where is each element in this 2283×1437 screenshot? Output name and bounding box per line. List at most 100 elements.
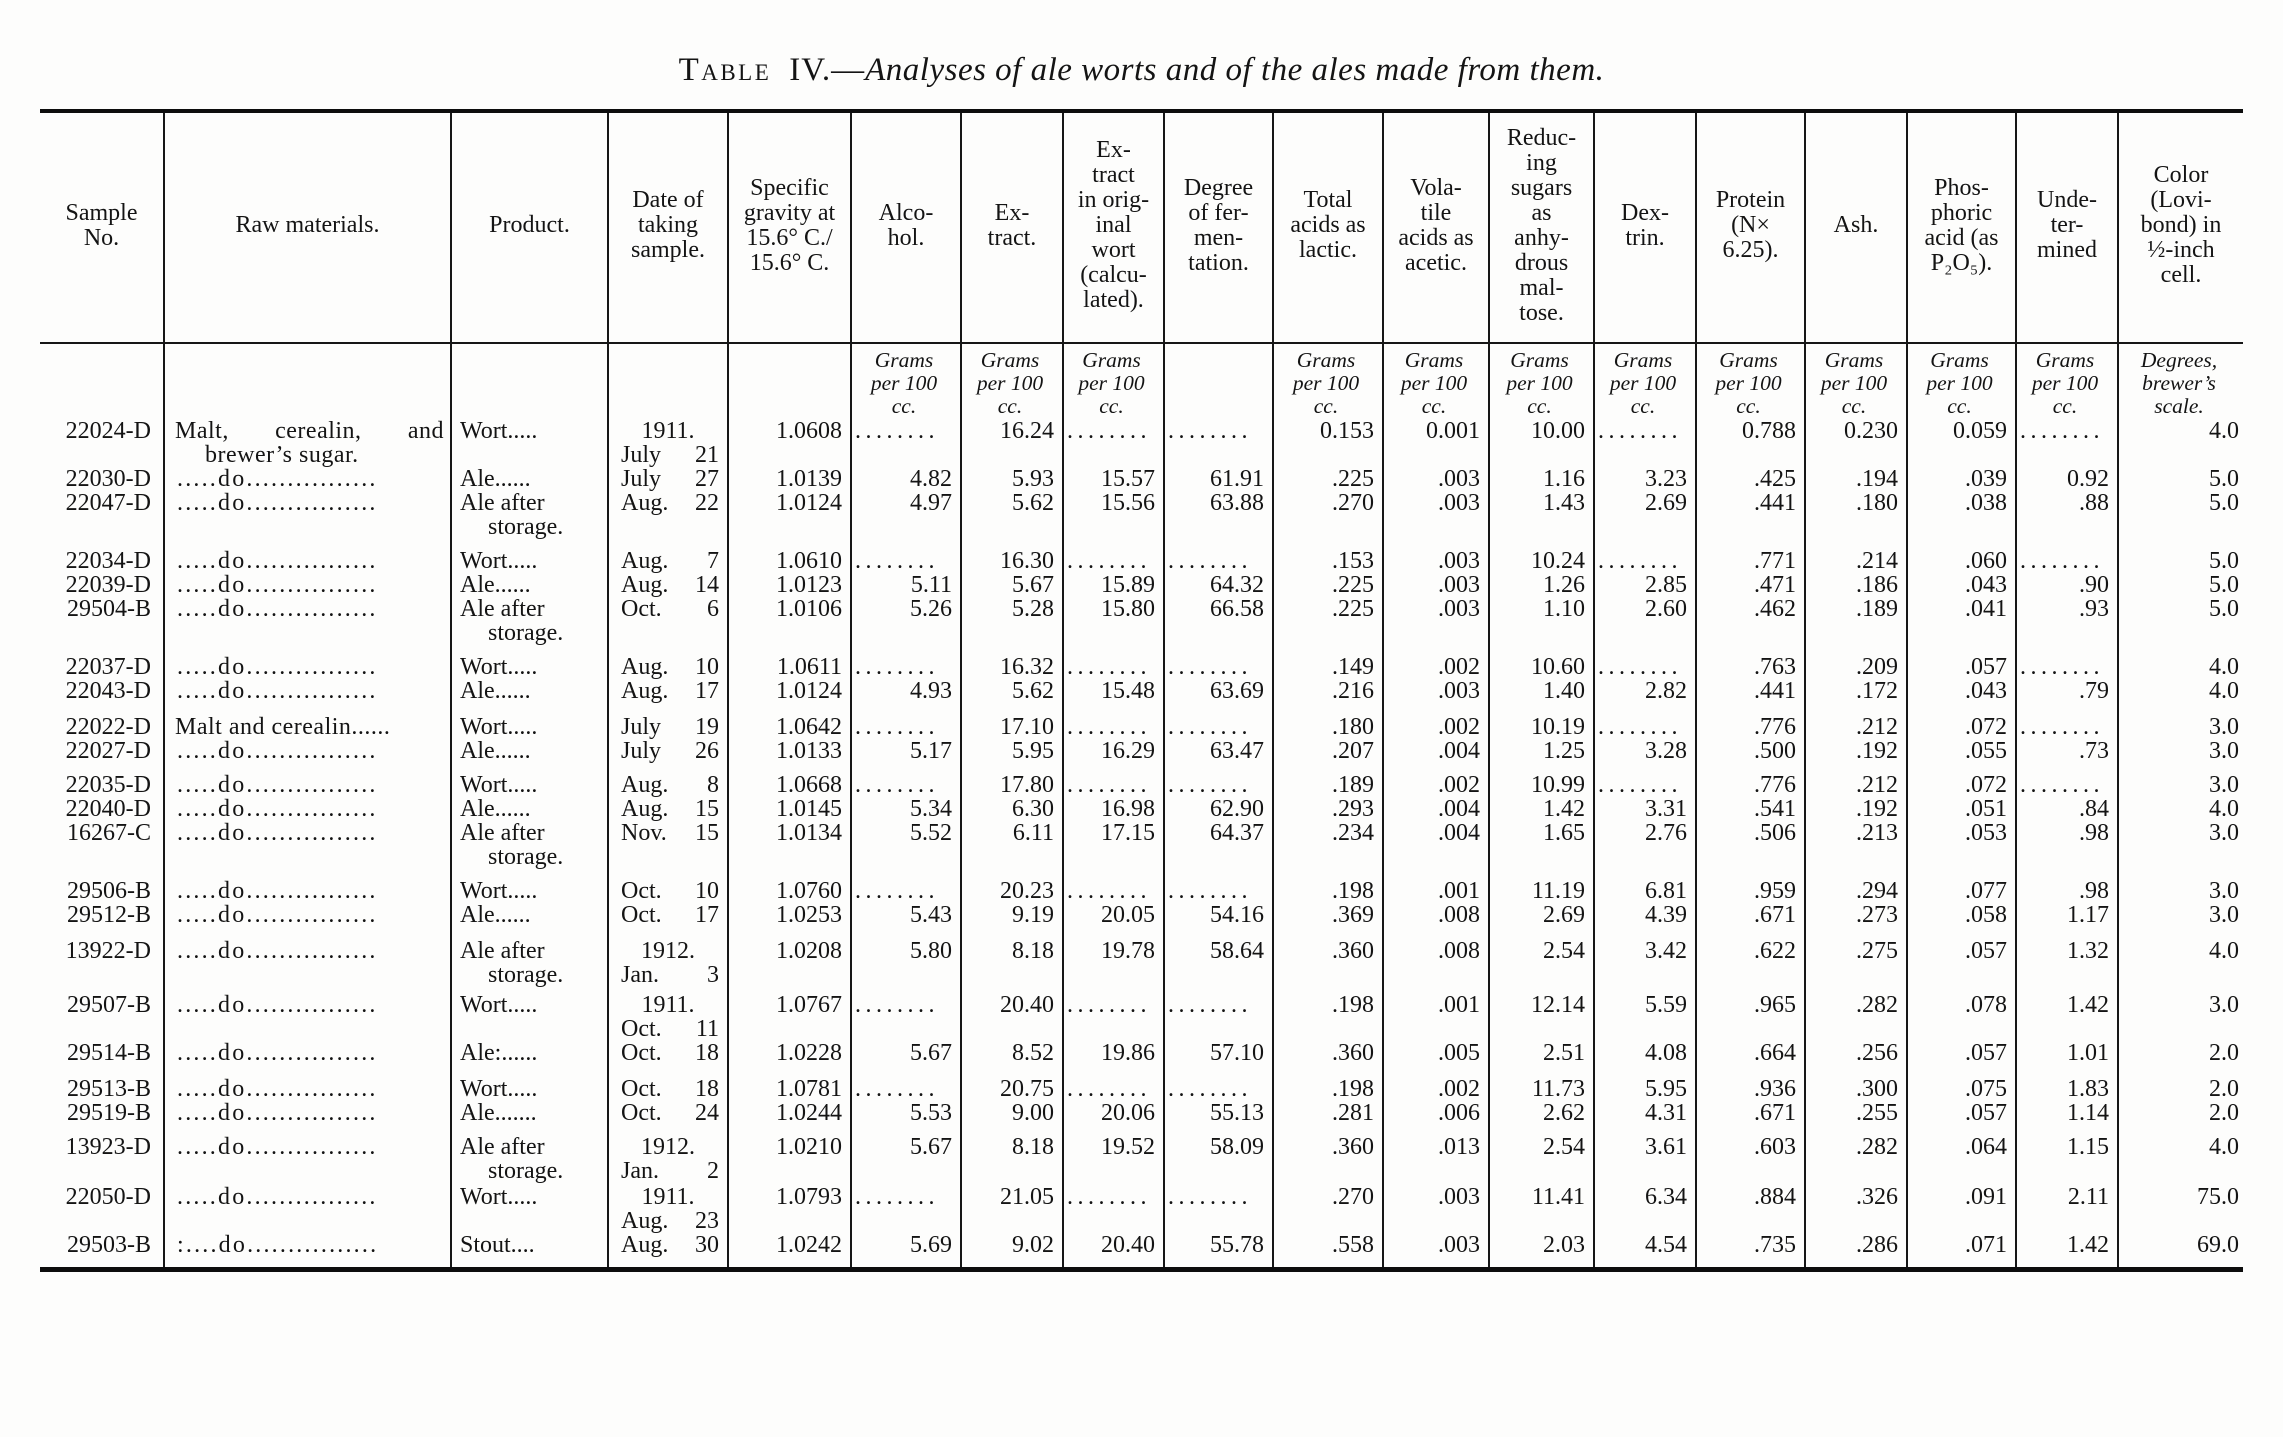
spacer-cell <box>851 927 962 939</box>
spacer-cell <box>728 927 852 939</box>
phosphoric-acid-cell: .091 <box>1907 1185 2017 1233</box>
extract-original-wort-cell: 15.80 <box>1063 597 1165 645</box>
degree-fermentation-cell: ........ <box>1164 993 1274 1041</box>
spacer-cell <box>608 987 729 993</box>
spacer-cell <box>1063 1125 1165 1135</box>
raw-materials-cell: .....do................ <box>164 939 452 987</box>
volatile-acids-acetic-cell: .002 <box>1383 1077 1490 1101</box>
unit-extract-original-wort-cell: Grams per 100 cc. <box>1063 343 1165 419</box>
product-cell: Wort..... <box>451 1077 609 1101</box>
undetermined-cell: 1.42 <box>2016 1233 2119 1257</box>
reducing-sugars-cell: 2.62 <box>1489 1101 1595 1125</box>
volatile-acids-acetic-cell: .003 <box>1383 491 1490 539</box>
spacer-cell <box>1805 645 1908 655</box>
spacer-cell <box>2016 987 2119 993</box>
specific-gravity-cell: 1.0781 <box>728 1077 852 1101</box>
extract-original-wort-cell: ........ <box>1063 993 1165 1041</box>
extract-original-wort-cell: ........ <box>1063 549 1165 573</box>
phosphoric-acid-cell: .060 <box>1907 549 2017 573</box>
spacer-cell <box>1273 763 1384 773</box>
volatile-acids-acetic-cell: .003 <box>1383 679 1490 703</box>
spacer-cell <box>1696 763 1806 773</box>
unit-extract-cell: Grams per 100 cc. <box>961 343 1064 419</box>
spacer-cell <box>1063 927 1165 939</box>
table-row: 29503-B:....do................ Stout.... A… <box>40 1233 2243 1257</box>
date-day: 3 <box>707 962 719 987</box>
alcohol-cell: ........ <box>851 1185 962 1233</box>
product-cell: Ale:...... <box>451 1041 609 1065</box>
alcohol-cell: ........ <box>851 879 962 903</box>
ash-cell: .212 <box>1805 773 1908 797</box>
degree-fermentation-cell: ........ <box>1164 655 1274 679</box>
spacer-cell <box>608 1257 729 1267</box>
spacer-cell <box>608 1183 729 1185</box>
volatile-acids-acetic-cell: .008 <box>1383 939 1490 987</box>
year-label: 1912. <box>641 1135 695 1160</box>
phosphoric-acid-cell: .057 <box>1907 939 2017 987</box>
col-header-ash: Ash. <box>1805 113 1908 344</box>
spacer-cell <box>2118 1065 2243 1077</box>
extract-original-wort-cell: 17.15 <box>1063 821 1165 869</box>
spacer-cell <box>451 703 609 715</box>
specific-gravity-cell: 1.0760 <box>728 879 852 903</box>
color-lovibond-cell: 3.0 <box>2209 993 2239 1018</box>
alcohol-cell: ........ <box>851 549 962 573</box>
group-gap <box>40 927 2243 939</box>
product-cell: Ale...... <box>451 573 609 597</box>
protein-cell: .965 <box>1696 993 1806 1041</box>
dextrin-cell: 2.60 <box>1594 597 1697 645</box>
date-cell: Oct. 6 <box>608 597 729 645</box>
table-title-number: IV. <box>789 52 832 88</box>
extract-original-wort-cell: 15.57 <box>1063 467 1165 491</box>
reducing-sugars-cell: 2.03 <box>1489 1233 1595 1257</box>
sample-no-cell: 22027-D <box>40 739 165 763</box>
table-row: 29512-B .....do................ Ale...... O… <box>40 903 2243 927</box>
total-acids-lactic-cell: .149 <box>1273 655 1384 679</box>
dextrin-cell: 4.39 <box>1594 903 1697 927</box>
spacer-cell <box>1383 927 1490 939</box>
spacer-cell <box>1805 703 1908 715</box>
dextrin-cell: 6.34 <box>1594 1185 1697 1233</box>
spacer-cell <box>1696 987 1806 993</box>
undetermined-cell: .93 <box>2016 597 2119 645</box>
unit-ash-cell: Grams per 100 cc. <box>1805 343 1908 419</box>
total-acids-lactic-cell: .558 <box>1273 1233 1384 1257</box>
spacer-cell <box>1489 645 1595 655</box>
spacer-cell <box>1164 869 1274 879</box>
specific-gravity-cell: 1.0244 <box>728 1101 852 1125</box>
alcohol-cell: 5.43 <box>851 903 962 927</box>
year-label: 1911. <box>641 1185 695 1210</box>
table-row: 22037-D .....do................ Wort..... A… <box>40 655 2243 679</box>
total-acids-lactic-cell: .207 <box>1273 739 1384 763</box>
unit-undetermined-cell: Grams per 100 cc. <box>2016 343 2119 419</box>
product-cell: Ale...... <box>451 739 609 763</box>
specific-gravity-cell: 1.0208 <box>728 939 852 987</box>
date-month: Aug. <box>621 773 669 797</box>
spacer-cell <box>1907 927 2017 939</box>
date-month: Aug. <box>621 797 669 821</box>
reducing-sugars-cell: 11.41 <box>1489 1185 1595 1233</box>
color-lovibond-cell: 5.0 <box>2209 549 2239 573</box>
raw-materials-cell: .....do................ <box>164 903 452 927</box>
col-header-total-acids-lactic: Total acids as lactic. <box>1273 113 1384 344</box>
spacer-cell <box>1273 1065 1384 1077</box>
dextrin-cell: 3.31 <box>1594 797 1697 821</box>
dextrin-cell: 4.08 <box>1594 1041 1697 1065</box>
spacer-cell <box>728 1183 852 1185</box>
spacer-cell <box>164 703 452 715</box>
col-header-reducing-sugars: Reduc- ing sugars as anhy- drous mal- to… <box>1489 113 1595 344</box>
volatile-acids-acetic-cell: .004 <box>1383 797 1490 821</box>
volatile-acids-acetic-cell: .003 <box>1383 1233 1490 1257</box>
table-row: 22040-D .....do................ Ale...... A… <box>40 797 2243 821</box>
date-month: July <box>621 467 662 491</box>
extract-original-wort-cell: 19.78 <box>1063 939 1165 987</box>
spacer-cell <box>2118 1257 2243 1267</box>
extract-original-wort-cell: ........ <box>1063 1077 1165 1101</box>
spacer-cell <box>1907 1257 2017 1267</box>
spacer-cell <box>851 1125 962 1135</box>
sample-no-cell: 16267-C <box>40 821 165 869</box>
total-acids-lactic-cell: .216 <box>1273 679 1384 703</box>
date-cell: Aug. 17 <box>608 679 729 703</box>
spacer-cell <box>1594 763 1697 773</box>
undetermined-cell: .90 <box>2016 573 2119 597</box>
